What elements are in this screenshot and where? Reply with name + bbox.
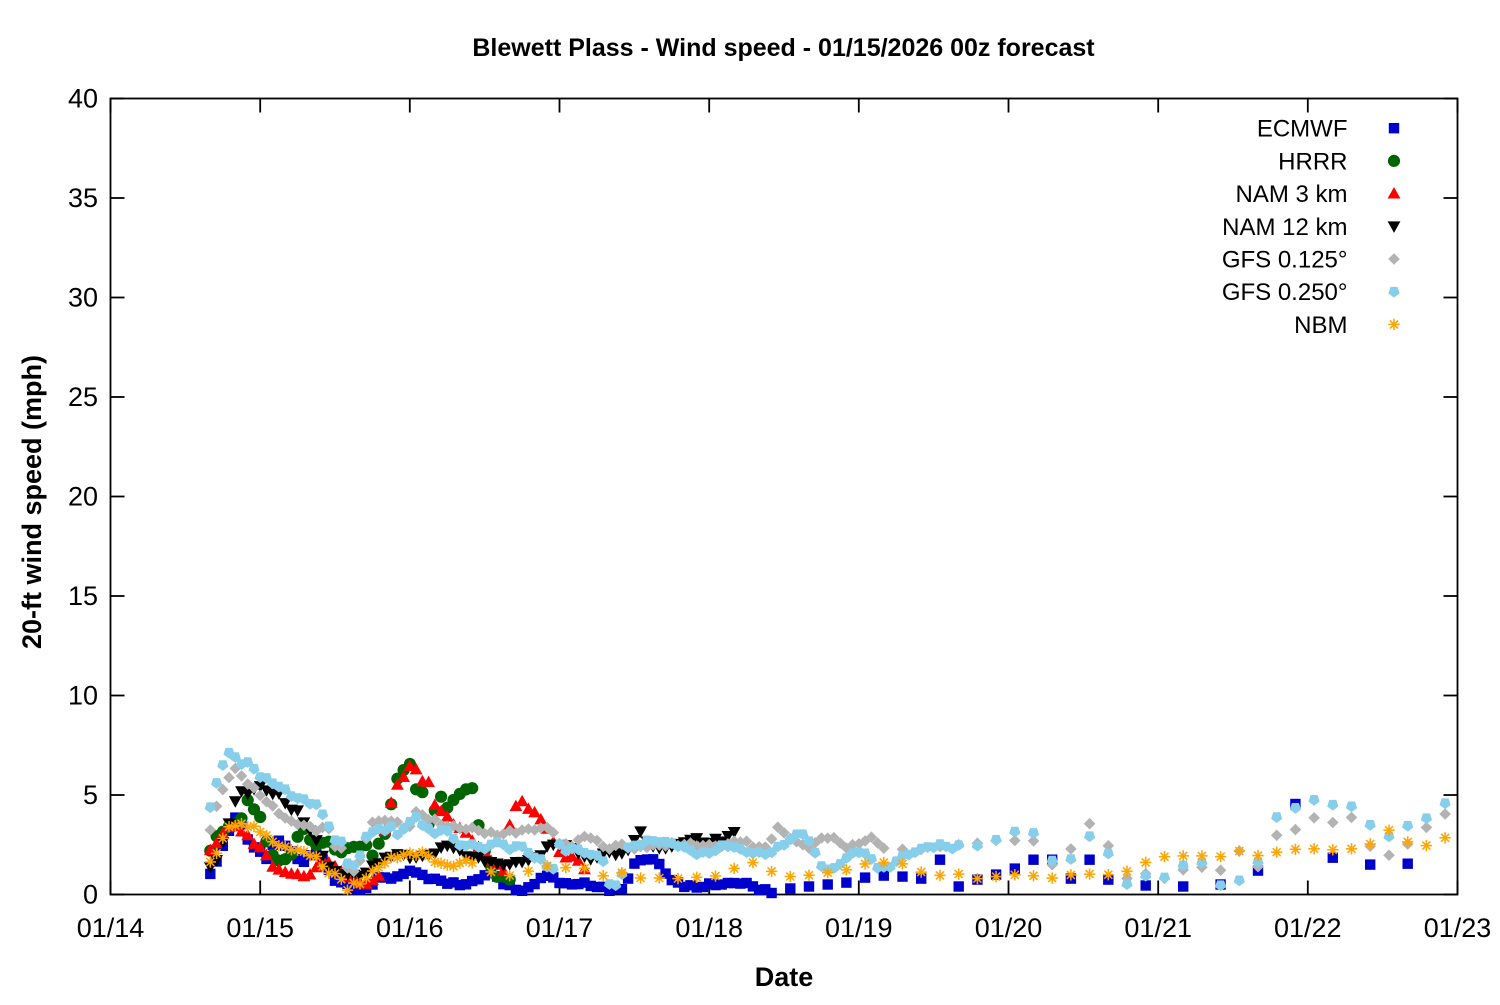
svg-text:01/15: 01/15 xyxy=(226,913,294,943)
svg-text:01/17: 01/17 xyxy=(526,913,594,943)
svg-text:NBM: NBM xyxy=(1294,312,1347,339)
svg-text:01/21: 01/21 xyxy=(1124,913,1192,943)
svg-text:10: 10 xyxy=(68,681,98,711)
svg-text:40: 40 xyxy=(68,84,98,114)
svg-text:5: 5 xyxy=(83,780,98,810)
svg-text:01/22: 01/22 xyxy=(1274,913,1342,943)
svg-text:30: 30 xyxy=(68,283,98,313)
svg-text:GFS 0.250°: GFS 0.250° xyxy=(1222,279,1348,306)
svg-text:20: 20 xyxy=(68,482,98,512)
svg-text:01/19: 01/19 xyxy=(825,913,893,943)
svg-text:01/23: 01/23 xyxy=(1424,913,1492,943)
svg-text:Date: Date xyxy=(755,962,814,992)
svg-text:01/14: 01/14 xyxy=(77,913,145,943)
svg-text:HRRR: HRRR xyxy=(1278,148,1347,175)
svg-text:NAM 12 km: NAM 12 km xyxy=(1222,214,1347,241)
svg-text:NAM 3 km: NAM 3 km xyxy=(1235,181,1347,208)
svg-text:15: 15 xyxy=(68,581,98,611)
svg-text:01/20: 01/20 xyxy=(975,913,1043,943)
svg-text:01/16: 01/16 xyxy=(376,913,444,943)
svg-text:01/18: 01/18 xyxy=(675,913,743,943)
svg-text:20-ft wind speed (mph): 20-ft wind speed (mph) xyxy=(17,355,47,649)
svg-text:GFS 0.125°: GFS 0.125° xyxy=(1222,247,1348,274)
svg-text:0: 0 xyxy=(83,880,98,910)
svg-text:Blewett Plass - Wind speed - 0: Blewett Plass - Wind speed - 01/15/2026 … xyxy=(472,34,1095,62)
svg-text:35: 35 xyxy=(68,183,98,213)
svg-text:ECMWF: ECMWF xyxy=(1257,116,1348,143)
svg-text:25: 25 xyxy=(68,382,98,412)
